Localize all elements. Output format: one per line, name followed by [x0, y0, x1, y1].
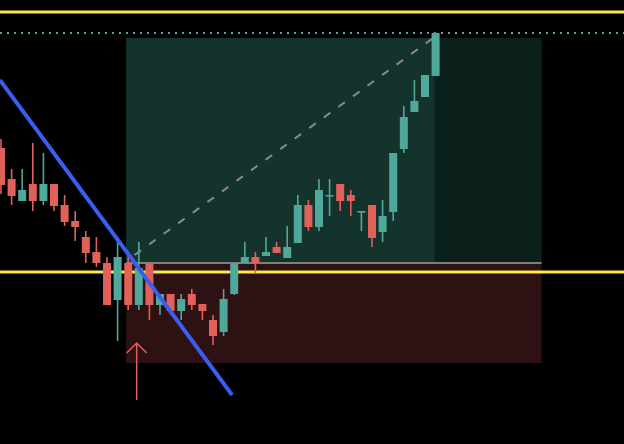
candle-body[interactable]	[177, 299, 186, 311]
candle-body[interactable]	[209, 320, 217, 336]
candle-body[interactable]	[368, 205, 376, 238]
candle-body[interactable]	[251, 257, 260, 263]
candle-body[interactable]	[103, 263, 111, 305]
candle-body[interactable]	[134, 268, 143, 305]
candle-body[interactable]	[325, 195, 334, 197]
candle-body[interactable]	[240, 257, 249, 263]
long-position-loss-zone[interactable]	[126, 263, 542, 363]
candle-body[interactable]	[18, 190, 27, 201]
long-position-profit-zone-future	[434, 38, 542, 263]
candle-body[interactable]	[7, 179, 16, 196]
candle-body[interactable]	[28, 184, 37, 201]
trendline[interactable]	[0, 78, 234, 397]
candle-body[interactable]	[272, 247, 281, 253]
candle-body[interactable]	[92, 252, 101, 263]
candle-body[interactable]	[198, 304, 207, 311]
candle-body[interactable]	[166, 294, 175, 311]
candle-body[interactable]	[60, 205, 69, 222]
candle-body[interactable]	[389, 153, 398, 212]
candle-body[interactable]	[293, 205, 302, 243]
candle-body[interactable]	[357, 211, 366, 213]
candle-body[interactable]	[304, 205, 313, 227]
candle-body[interactable]	[50, 184, 58, 206]
projection-dashed-line	[133, 36, 436, 256]
candle-body[interactable]	[410, 101, 419, 112]
candle-body[interactable]	[124, 263, 133, 305]
candle-body[interactable]	[399, 117, 408, 149]
candle-body[interactable]	[315, 190, 323, 227]
candle-body[interactable]	[39, 184, 48, 201]
candle-body[interactable]	[113, 257, 122, 300]
arrow-head	[126, 341, 148, 354]
candle-body[interactable]	[71, 221, 80, 227]
candle-body[interactable]	[81, 237, 90, 253]
candle-body[interactable]	[378, 216, 387, 232]
candle-body[interactable]	[219, 299, 228, 332]
candle-body[interactable]	[230, 263, 239, 294]
candle-body[interactable]	[187, 294, 196, 305]
candle-body[interactable]	[431, 33, 440, 76]
candle-body[interactable]	[346, 195, 355, 201]
candle-body[interactable]	[283, 247, 292, 258]
candle-body[interactable]	[421, 75, 429, 97]
candle-body[interactable]	[262, 252, 270, 256]
candle-body[interactable]	[0, 148, 5, 185]
candle-body[interactable]	[336, 184, 345, 201]
